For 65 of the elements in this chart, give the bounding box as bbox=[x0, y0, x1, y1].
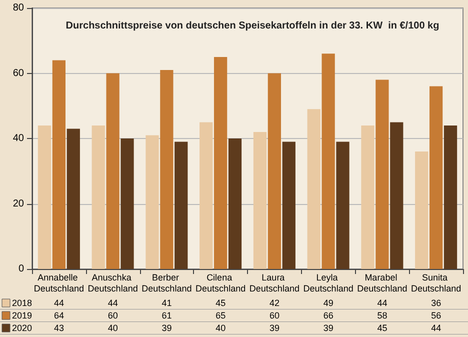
bar bbox=[444, 125, 458, 269]
x-tick-label: Cilena Deutschland bbox=[196, 272, 246, 294]
bar bbox=[160, 70, 174, 269]
data-label: 64 bbox=[54, 310, 64, 320]
bar bbox=[376, 80, 389, 269]
bar bbox=[429, 86, 443, 269]
x-tick-label: Anuschka Deutschland bbox=[88, 272, 138, 294]
bar bbox=[174, 142, 188, 269]
data-label: 65 bbox=[216, 310, 226, 320]
bar bbox=[66, 128, 80, 269]
data-label: 44 bbox=[108, 298, 118, 308]
bar bbox=[92, 125, 105, 269]
bar bbox=[390, 122, 404, 269]
x-tick-label: Sunita Deutschland bbox=[411, 272, 462, 294]
bar bbox=[214, 56, 228, 269]
text: Durchschnittspreise von deutschen Speisekartoffeln in der 33. KW in €/100 kg bbox=[66, 20, 440, 32]
x-tick-label: Leyla Deutschland bbox=[303, 272, 354, 294]
legend-label: 2019 bbox=[12, 310, 32, 320]
data-label: 42 bbox=[269, 298, 280, 308]
data-label: 56 bbox=[431, 310, 442, 320]
data-label: 45 bbox=[216, 298, 226, 308]
data-label: 41 bbox=[162, 298, 172, 308]
bar bbox=[307, 109, 320, 269]
bar bbox=[52, 60, 66, 269]
bar bbox=[282, 142, 296, 269]
x-tick-label: Marabel Deutschland bbox=[357, 272, 408, 294]
data-label: 44 bbox=[54, 298, 64, 308]
bar bbox=[228, 138, 242, 269]
data-label: 58 bbox=[377, 310, 388, 320]
bar bbox=[322, 54, 335, 269]
y-tick-label: 40 bbox=[12, 133, 24, 144]
data-label: 40 bbox=[216, 323, 226, 333]
bar bbox=[268, 73, 282, 269]
data-label: 49 bbox=[323, 298, 334, 308]
data-label: 36 bbox=[431, 298, 442, 308]
bar bbox=[120, 138, 134, 269]
data-label: 66 bbox=[323, 310, 334, 320]
y-tick-label: 0 bbox=[18, 264, 24, 274]
bar bbox=[38, 125, 52, 269]
data-label: 40 bbox=[108, 323, 118, 333]
bar bbox=[361, 125, 374, 269]
y-tick-label: 80 bbox=[12, 2, 24, 14]
x-tick-label: Annabelle Deutschland bbox=[34, 272, 84, 294]
bar bbox=[200, 122, 213, 269]
data-label: 39 bbox=[323, 323, 334, 333]
data-label: 61 bbox=[162, 310, 172, 320]
legend-label: 2018 bbox=[12, 298, 32, 308]
data-label: 44 bbox=[431, 323, 442, 333]
x-tick-label: Laura Deutschland bbox=[249, 272, 300, 294]
x-tick-label: Berber Deutschland bbox=[142, 272, 192, 294]
data-label: 39 bbox=[269, 323, 280, 333]
data-label: 43 bbox=[54, 323, 64, 333]
bar bbox=[146, 135, 159, 269]
data-label: 60 bbox=[108, 310, 118, 320]
data-label: 60 bbox=[269, 310, 280, 320]
bar bbox=[336, 142, 350, 269]
bar bbox=[106, 73, 120, 269]
y-tick-label: 60 bbox=[12, 68, 24, 79]
bar bbox=[415, 152, 428, 269]
data-label: 45 bbox=[377, 323, 388, 333]
legend-label: 2020 bbox=[12, 323, 32, 333]
data-label: 39 bbox=[162, 323, 172, 333]
y-tick-label: 20 bbox=[12, 198, 24, 210]
bar bbox=[253, 132, 267, 269]
data-label: 44 bbox=[377, 298, 388, 308]
